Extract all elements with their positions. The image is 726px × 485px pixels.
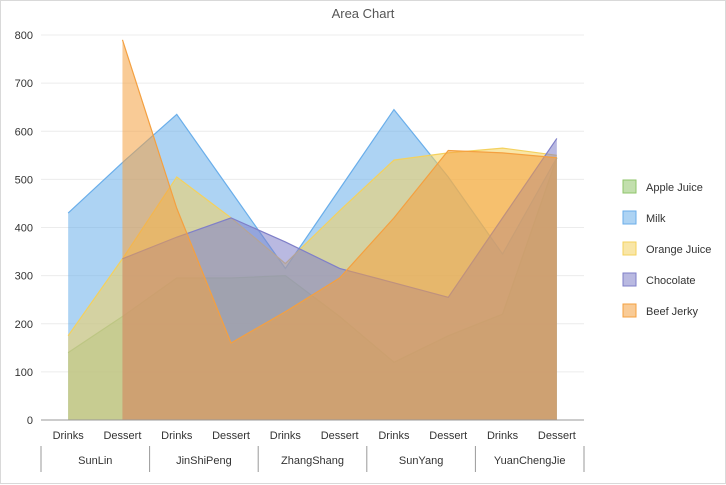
x-tick-label: Dessert <box>212 430 250 442</box>
group-label: SunLin <box>78 455 112 467</box>
x-tick-label: Drinks <box>161 430 193 442</box>
chart-title: Area Chart <box>332 6 395 21</box>
y-tick-label: 600 <box>15 126 33 138</box>
legend-swatch <box>622 210 637 225</box>
group-label: YuanChengJie <box>494 455 566 467</box>
y-tick-label: 300 <box>15 271 33 283</box>
y-tick-label: 100 <box>15 367 33 379</box>
legend-label: Milk <box>646 213 666 225</box>
legend-swatch <box>622 179 637 194</box>
legend-item: Milk <box>622 210 666 225</box>
x-tick-label: Drinks <box>378 430 410 442</box>
group-label: SunYang <box>399 455 443 467</box>
x-tick-label: Dessert <box>429 430 467 442</box>
legend: Apple Juice Milk Orange Juice Chocolate Beef… <box>622 179 711 318</box>
y-tick-label: 800 <box>15 30 33 42</box>
group-label: JinShiPeng <box>176 455 232 467</box>
x-tick-label: Dessert <box>321 430 359 442</box>
x-tick-label: Drinks <box>270 430 302 442</box>
y-tick-label: 0 <box>27 415 33 427</box>
y-tick-label: 500 <box>15 174 33 186</box>
legend-label: Chocolate <box>646 275 696 287</box>
y-tick-label: 200 <box>15 319 33 331</box>
y-tick-label: 700 <box>15 78 33 90</box>
legend-label: Apple Juice <box>646 182 703 194</box>
series-areas <box>67 39 558 420</box>
legend-swatch <box>622 272 637 287</box>
series-beef-jerky <box>121 39 557 420</box>
x-tick-label: Drinks <box>487 430 519 442</box>
legend-label: Orange Juice <box>646 244 711 256</box>
area-line <box>121 39 557 344</box>
legend-item: Beef Jerky <box>622 303 698 318</box>
y-tick-label: 400 <box>15 223 33 235</box>
area-fill <box>122 39 557 420</box>
axes: 0 100 200 300 400 500 600 700 800 Drinks Dessert Dr… <box>15 30 585 472</box>
legend-swatch <box>622 303 637 318</box>
legend-item: Chocolate <box>622 272 696 287</box>
x-tick-label: Drinks <box>53 430 85 442</box>
legend-swatch <box>622 241 637 256</box>
x-tick-label: Dessert <box>103 430 141 442</box>
x-tick-label: Dessert <box>538 430 576 442</box>
legend-item: Orange Juice <box>622 241 711 256</box>
legend-label: Beef Jerky <box>646 306 698 318</box>
legend-item: Apple Juice <box>622 179 703 194</box>
group-label: ZhangShang <box>281 455 344 467</box>
